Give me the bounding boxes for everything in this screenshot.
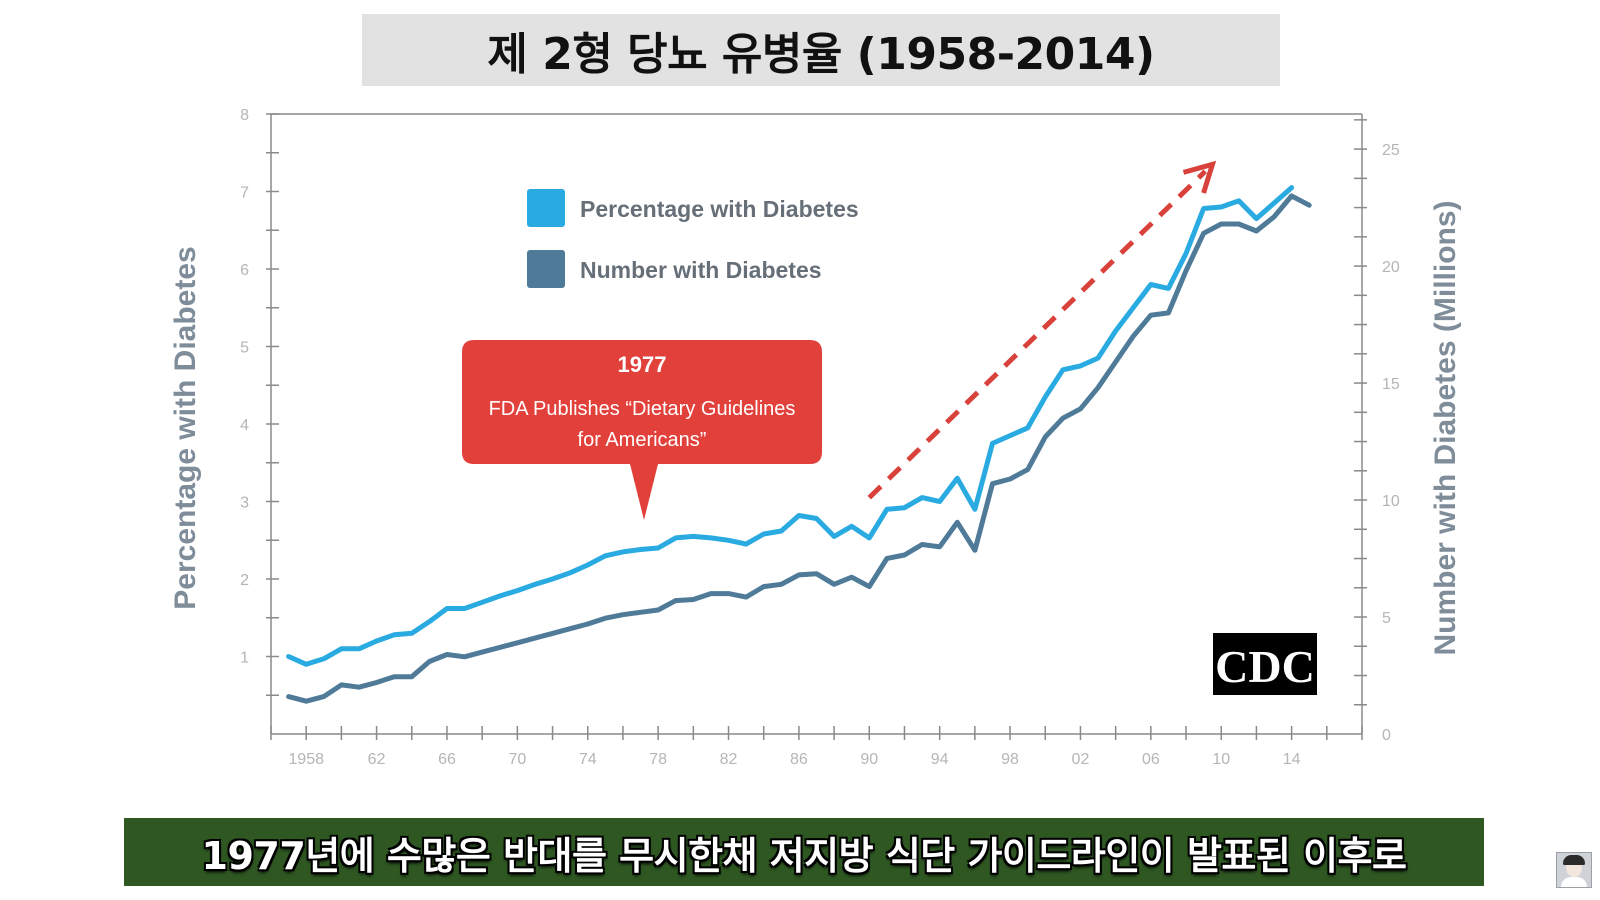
x-tick-label: 1958 (288, 751, 324, 768)
callout-text-line-1: FDA Publishes “Dietary Guidelines (489, 398, 796, 420)
right-tick-label: 5 (1382, 610, 1391, 627)
series-line-percentage (286, 185, 1295, 667)
right-tick-label: 15 (1382, 376, 1400, 393)
left-tick-label: 5 (240, 340, 249, 357)
page-title: 제 2형 당뇨 유병율 (1958-2014) (487, 29, 1155, 80)
callout-bubble (462, 340, 822, 520)
legend: Percentage with Diabetes Number with Dia… (527, 189, 859, 288)
x-tick-label: 70 (508, 751, 526, 768)
callout-year: 1977 (618, 352, 667, 377)
callout-text-line-2: for Americans” (578, 429, 707, 451)
right-tick-label: 20 (1382, 259, 1400, 276)
channel-avatar[interactable] (1556, 852, 1592, 888)
right-axis-title: Number with Diabetes (Millions) (1429, 200, 1462, 655)
left-tick-label: 7 (240, 185, 249, 202)
left-tick-label: 8 (240, 107, 249, 124)
legend-swatch-percentage (527, 189, 565, 227)
subtitle-caption: 1977년에 수많은 반대를 무시한채 저지방 식단 가이드라인이 발표된 이후… (201, 833, 1407, 878)
trend-arrow-shaft (867, 169, 1207, 500)
x-tick-label: 74 (579, 751, 597, 768)
right-tick-label: 0 (1382, 727, 1391, 744)
left-tick-label: 3 (240, 495, 249, 512)
callout-1977: 1977 FDA Publishes “Dietary Guidelines f… (462, 340, 822, 520)
x-tick-label: 98 (1001, 751, 1019, 768)
legend-label-percentage: Percentage with Diabetes (580, 196, 859, 222)
left-tick-label: 1 (240, 650, 249, 667)
x-tick-label: 86 (790, 751, 808, 768)
cdc-logo-box (1213, 633, 1317, 695)
x-tick-label: 82 (720, 751, 738, 768)
x-tick-label: 62 (368, 751, 386, 768)
right-tick-label: 25 (1382, 142, 1400, 159)
title-banner: 제 2형 당뇨 유병율 (1958-2014) (362, 14, 1280, 86)
left-tick-label: 4 (240, 417, 249, 434)
x-tick-label: 06 (1142, 751, 1160, 768)
avatar-body (1561, 877, 1587, 887)
right-tick-label: 10 (1382, 493, 1400, 510)
x-tick-label: 78 (649, 751, 667, 768)
left-tick-label: 6 (240, 262, 249, 279)
left-tick-label: 2 (240, 572, 249, 589)
chart-series (286, 185, 1312, 704)
subtitle-bar: 1977년에 수많은 반대를 무시한채 저지방 식단 가이드라인이 발표된 이후… (124, 818, 1484, 886)
legend-swatch-number (527, 250, 565, 288)
left-axis-title: Percentage with Diabetes (169, 246, 202, 609)
cdc-logo: CDC (1213, 633, 1317, 695)
x-tick-label: 94 (931, 751, 949, 768)
x-tick-label: 14 (1283, 751, 1301, 768)
x-tick-label: 10 (1212, 751, 1230, 768)
trend-arrow (867, 160, 1217, 500)
series-line-number (286, 193, 1312, 704)
x-tick-label: 90 (860, 751, 878, 768)
x-tick-label: 02 (1072, 751, 1090, 768)
x-tick-label: 66 (438, 751, 456, 768)
trend-arrow-head (1182, 160, 1217, 194)
avatar-hair (1563, 855, 1585, 865)
cdc-logo-text: CDC (1215, 641, 1315, 692)
legend-label-number: Number with Diabetes (580, 257, 822, 283)
